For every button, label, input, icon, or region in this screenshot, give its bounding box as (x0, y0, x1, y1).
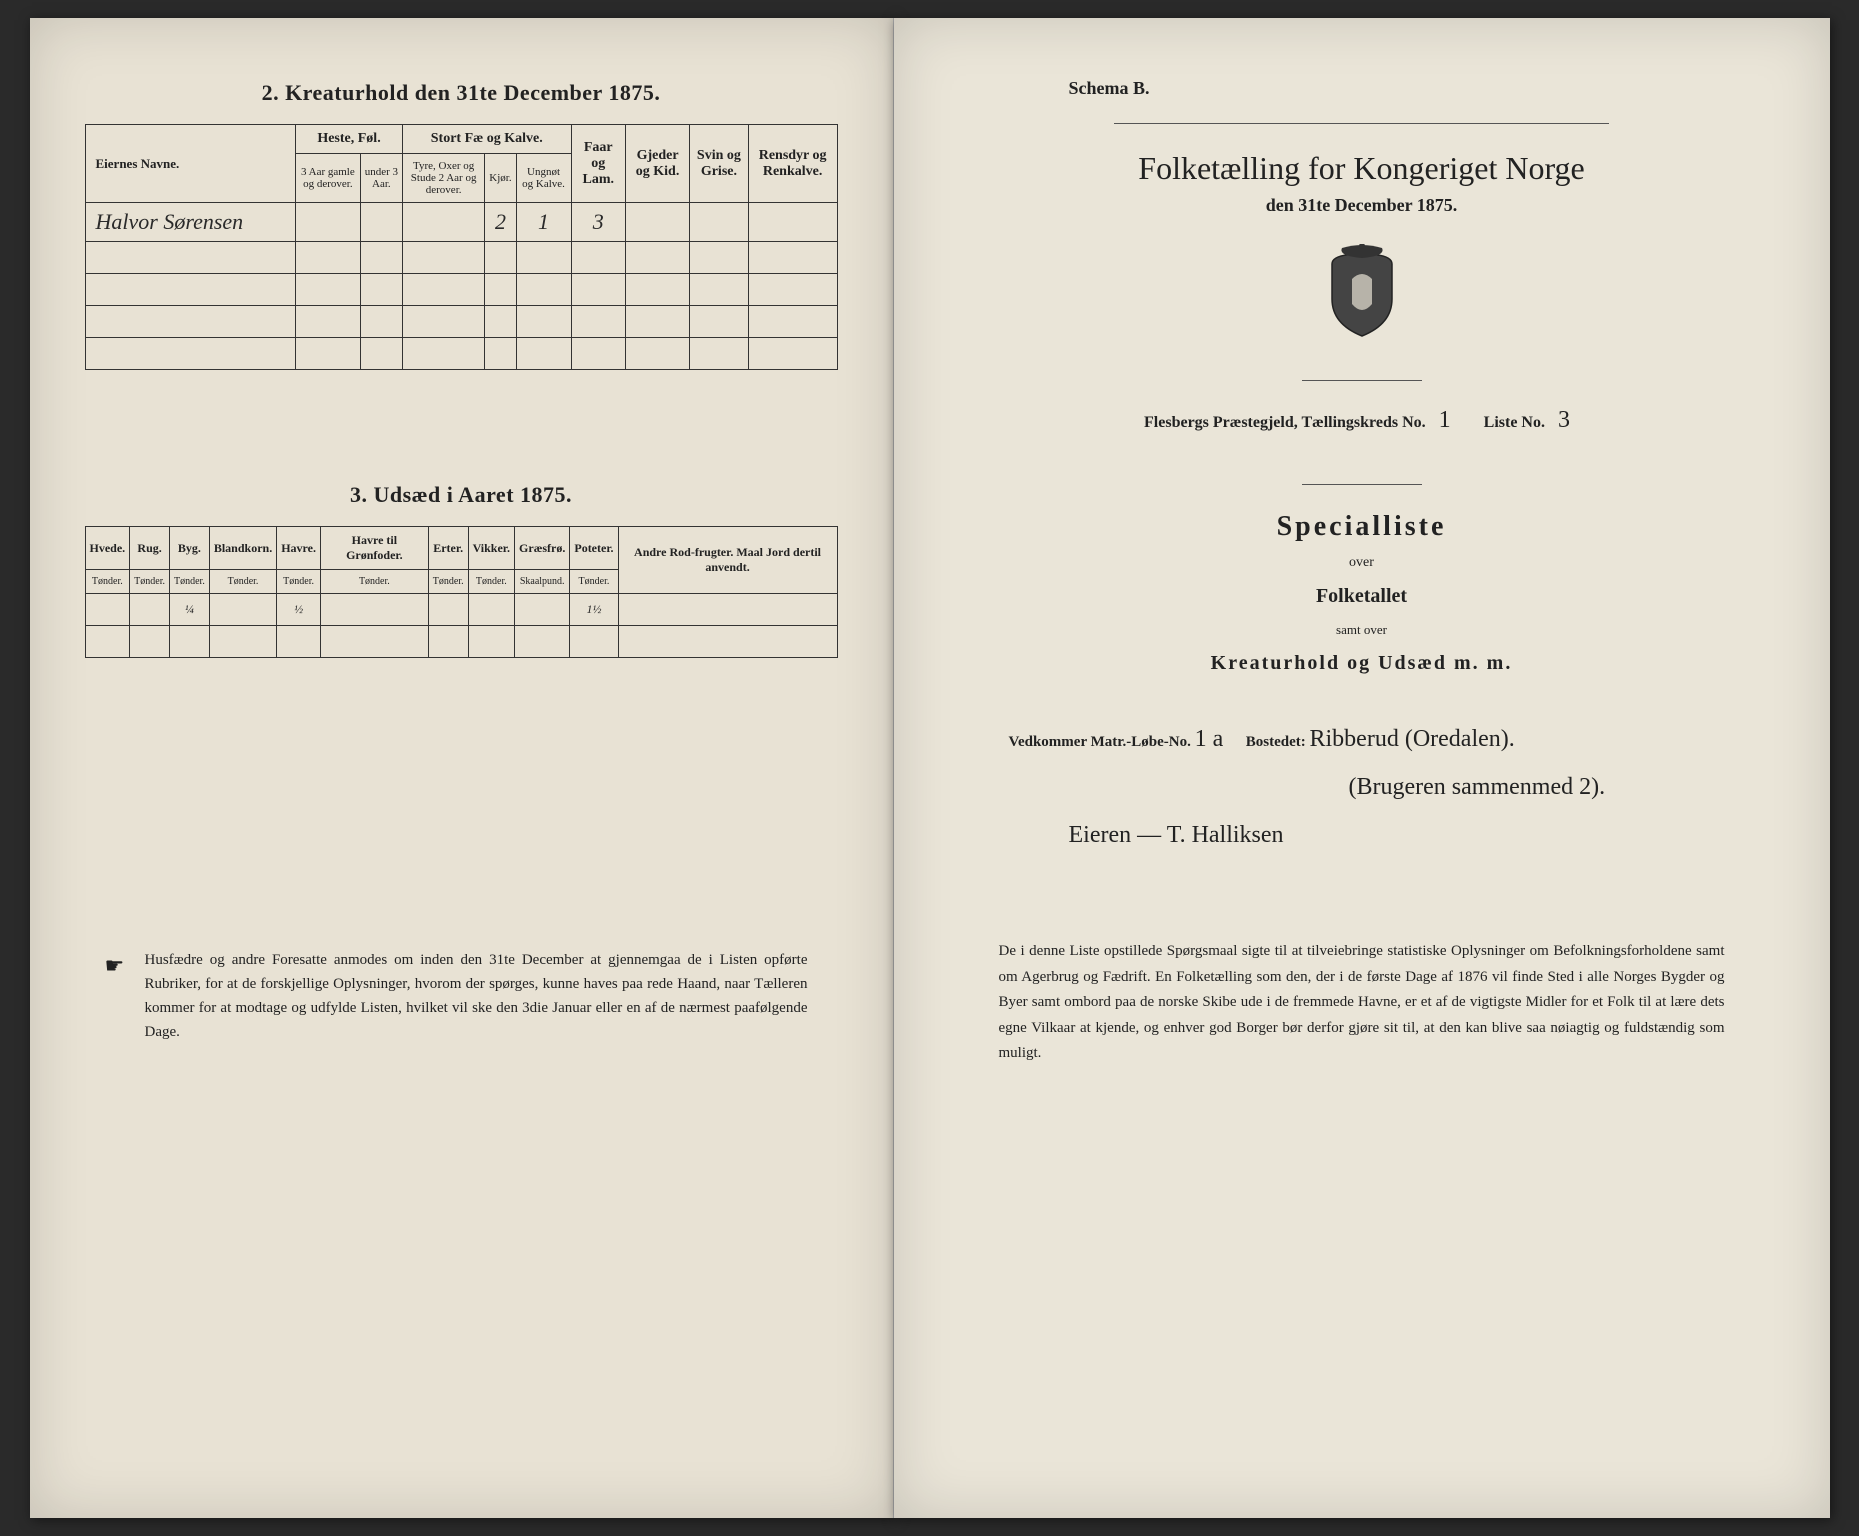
cell (296, 203, 361, 242)
col-vetch: Vikker. (468, 527, 514, 570)
col-horses-3plus: 3 Aar gamle og derover. (296, 154, 361, 203)
folketallet-label: Folketallet (949, 585, 1775, 608)
specialliste-heading: Specialliste (949, 511, 1775, 543)
col-oats: Havre. (277, 527, 321, 570)
samt-label: samt over (949, 622, 1775, 638)
table-row (85, 274, 837, 306)
cell (360, 203, 402, 242)
cell (209, 594, 276, 626)
cell (748, 203, 837, 242)
kreaturhold-label: Kreaturhold og Udsæd m. m. (949, 652, 1775, 675)
property-line: Vedkommer Matr.-Løbe-No. 1 a Bostedet: R… (1009, 715, 1715, 859)
table-row (85, 338, 837, 370)
unit: Skaalpund. (515, 570, 570, 594)
col-potatoes: Poteter. (570, 527, 618, 570)
matr-label: Vedkommer Matr.-Løbe-No. (1009, 734, 1191, 750)
col-bulls: Tyre, Oxer og Stude 2 Aar og derover. (402, 154, 484, 203)
col-goats: Gjeder og Kid. (626, 125, 690, 203)
oats-value: ½ (277, 594, 321, 626)
unit: Tønder. (85, 570, 130, 594)
section2-title: 2. Kreaturhold den 31te December 1875. (85, 80, 838, 106)
unit: Tønder. (130, 570, 170, 594)
cell (402, 203, 484, 242)
col-cows: Kjør. (485, 154, 516, 203)
table-row: ¼ ½ 1½ (85, 594, 837, 626)
cell (515, 594, 570, 626)
col-owner-name: Eiernes Navne. (85, 125, 296, 203)
unit: Tønder. (468, 570, 514, 594)
unit: Tønder. (209, 570, 276, 594)
bosted-value: Ribberud (Oredalen). (1310, 726, 1515, 752)
bosted-line2: (Brugeren sammenmed 2). (1349, 774, 1606, 800)
cell (468, 594, 514, 626)
divider (1302, 380, 1422, 381)
col-green-oats: Havre til Grønfoder. (320, 527, 428, 570)
coat-of-arms (949, 244, 1775, 344)
col-roots: Andre Rod-frugter. Maal Jord dertil anve… (618, 527, 837, 594)
seed-table: Hvede. Rug. Byg. Blandkorn. Havre. Havre… (85, 526, 838, 658)
cell (130, 594, 170, 626)
bosted-label: Bostedet: (1246, 734, 1306, 750)
right-footer: De i denne Liste opstillede Spørgsmaal s… (999, 939, 1725, 1067)
livestock-table: Eiernes Navne. Heste, Føl. Stort Fæ og K… (85, 124, 838, 370)
cell (618, 594, 837, 626)
cell (428, 594, 468, 626)
unit: Tønder. (277, 570, 321, 594)
liste-label: Liste No. (1484, 414, 1545, 431)
book-spread: 2. Kreaturhold den 31te December 1875. E… (30, 18, 1830, 1518)
sheep-value: 3 (571, 203, 626, 242)
unit: Tønder. (428, 570, 468, 594)
unit: Tønder. (170, 570, 210, 594)
potatoes-value: 1½ (570, 594, 618, 626)
liste-value: 3 (1549, 407, 1579, 434)
matr-value: 1 a (1195, 726, 1224, 752)
calves-value: 1 (516, 203, 571, 242)
col-barley: Byg. (170, 527, 210, 570)
section3-title: 3. Udsæd i Aaret 1875. (85, 482, 838, 508)
col-rye: Rug. (130, 527, 170, 570)
barley-value: ¼ (170, 594, 210, 626)
unit: Tønder. (570, 570, 618, 594)
cell (85, 594, 130, 626)
divider (1114, 123, 1610, 124)
kreds-value: 1 (1430, 407, 1460, 434)
divider (1302, 484, 1422, 485)
cell (320, 594, 428, 626)
col-horses: Heste, Føl. (296, 125, 403, 154)
parish-line: Flesbergs Præstegjeld, Tællingskreds No.… (949, 407, 1775, 434)
col-calves: Ungnøt og Kalve. (516, 154, 571, 203)
col-grass: Græsfrø. (515, 527, 570, 570)
cell (626, 203, 690, 242)
col-wheat: Hvede. (85, 527, 130, 570)
table-row: Halvor Sørensen 2 1 3 (85, 203, 837, 242)
crest-icon (1322, 244, 1402, 339)
table-row (85, 306, 837, 338)
col-mixed: Blandkorn. (209, 527, 276, 570)
owner-name-value: Halvor Sørensen (85, 203, 296, 242)
col-pigs: Svin og Grise. (690, 125, 749, 203)
table-row (85, 242, 837, 274)
over-label: over (949, 555, 1775, 571)
signer: Eieren — T. Halliksen (1069, 822, 1284, 848)
cows-value: 2 (485, 203, 516, 242)
schema-label: Schema B. (1069, 78, 1775, 99)
census-date: den 31te December 1875. (949, 195, 1775, 216)
col-sheep: Faar og Lam. (571, 125, 626, 203)
left-page: 2. Kreaturhold den 31te December 1875. E… (30, 18, 894, 1518)
right-page: Schema B. Folketælling for Kongeriget No… (894, 18, 1830, 1518)
main-title: Folketælling for Kongeriget Norge (949, 150, 1775, 187)
cell (690, 203, 749, 242)
col-cattle: Stort Fæ og Kalve. (402, 125, 571, 154)
table-row (85, 626, 837, 658)
unit: Tønder. (320, 570, 428, 594)
col-reindeer: Rensdyr og Renkalve. (748, 125, 837, 203)
col-horses-under3: under 3 Aar. (360, 154, 402, 203)
left-footnote: Husfædre og andre Foresatte anmodes om i… (145, 948, 808, 1044)
parish-prefix: Flesbergs Præstegjeld, Tællingskreds No. (1144, 414, 1426, 431)
col-peas: Erter. (428, 527, 468, 570)
